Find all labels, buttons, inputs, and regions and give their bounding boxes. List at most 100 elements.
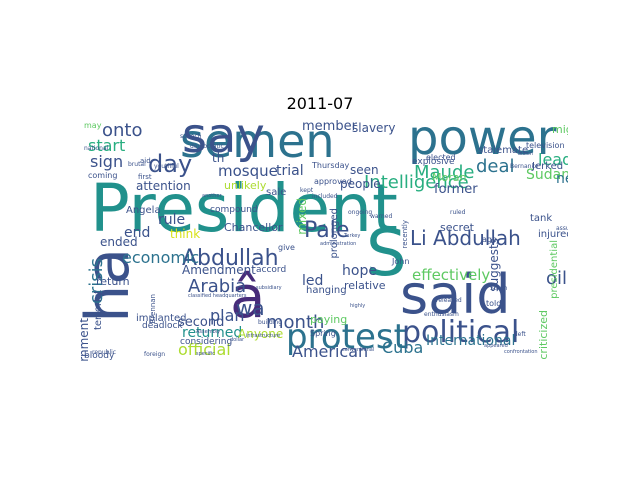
cloud-word: suggests — [487, 238, 501, 292]
cloud-word: Cuba — [382, 338, 424, 357]
cloud-word: appeared — [484, 343, 508, 349]
cloud-word: mosque — [218, 162, 278, 180]
cloud-word: youthful — [154, 163, 179, 170]
cloud-word: new — [556, 171, 568, 187]
cloud-word: Amendment — [182, 263, 256, 277]
cloud-word: Assembly — [196, 329, 221, 335]
cloud-word: prolonged — [329, 208, 340, 259]
cloud-word: approved — [314, 177, 352, 186]
cloud-word: Abdullah — [182, 246, 279, 271]
cloud-word: Maude — [414, 162, 475, 183]
cloud-word: deadlock — [142, 321, 183, 331]
cloud-word: Bernanke — [510, 163, 539, 170]
chart-title: 2011-07 — [286, 94, 354, 113]
cloud-word: classified headquarters — [188, 293, 247, 299]
cloud-word: foreign — [144, 351, 166, 358]
cloud-word: political — [402, 315, 520, 350]
cloud-word: economic — [122, 248, 200, 267]
cloud-word: coming — [88, 171, 118, 180]
cloud-word: returned — [182, 325, 243, 341]
cloud-word: oil — [546, 268, 568, 289]
cloud-word: criticized — [537, 310, 550, 360]
cloud-word: Jerked — [532, 161, 564, 172]
cloud-word: administration — [320, 241, 357, 247]
cloud-word: official — [178, 340, 231, 359]
cloud-word: recently — [401, 220, 409, 249]
cloud-word: start — [88, 136, 126, 155]
cloud-word: aid — [140, 157, 151, 165]
cloud-word: presidential — [549, 240, 560, 299]
cloud-word: brutal — [128, 161, 146, 168]
cloud-word: onto — [102, 120, 143, 141]
cloud-word: month — [266, 312, 325, 333]
cloud-word: accord — [256, 265, 287, 275]
cloud-word: led — [302, 273, 324, 289]
cloud-word: ongoing — [348, 209, 373, 216]
cloud-word: secret — [440, 221, 474, 234]
cloud-word: trial — [276, 163, 304, 179]
cloud-word: mixed — [295, 198, 309, 235]
cloud-word: effectively — [412, 266, 491, 284]
cloud-word: think — [170, 227, 201, 241]
cloud-word: hope — [342, 263, 377, 279]
cloud-word: ago — [482, 235, 497, 244]
cloud-word: assured — [556, 225, 568, 232]
cloud-word: â — [230, 263, 266, 331]
cloud-word: compound — [210, 205, 258, 215]
cloud-word: people — [340, 177, 381, 191]
cloud-word: Arabia — [188, 276, 247, 297]
cloud-word: day — [148, 150, 193, 178]
cloud-word: ended — [100, 235, 138, 249]
cloud-word: say — [182, 118, 265, 164]
cloud-word: building — [258, 319, 283, 326]
cloud-word: national — [84, 145, 109, 152]
cloud-word: slavery — [352, 121, 396, 135]
cloud-word: another — [202, 193, 222, 199]
cloud-word: President — [90, 170, 398, 247]
cloud-word: released — [436, 297, 462, 304]
cloud-word: give — [278, 243, 295, 252]
cloud-word: Brennan — [149, 294, 157, 324]
cloud-word: left — [516, 331, 526, 338]
cloud-word: elected — [426, 153, 456, 162]
cloud-word: rule — [158, 212, 186, 228]
cloud-word: included — [312, 193, 338, 200]
cloud-word: injured — [538, 229, 568, 240]
cloud-word: return — [96, 275, 130, 288]
cloud-word: attention — [136, 179, 191, 193]
cloud-word: Pale — [304, 218, 350, 243]
cloud-word: Anyone — [238, 327, 284, 341]
cloud-word: Angela — [126, 205, 161, 216]
cloud-word: speech — [180, 133, 202, 140]
cloud-word: wa — [236, 296, 265, 320]
cloud-word: infrastructure — [246, 333, 281, 339]
cloud-word: member — [302, 119, 357, 134]
cloud-word: conventional — [342, 347, 375, 353]
cloud-word: ruled — [450, 209, 466, 216]
cloud-word: considering — [180, 337, 233, 347]
cloud-word: Intelligence — [364, 172, 469, 193]
cloud-word: explosive — [412, 157, 455, 167]
cloud-word: Chancellor — [224, 221, 283, 234]
cloud-word: told — [486, 299, 502, 308]
cloud-word: second — [178, 315, 225, 330]
cloud-word: Moran — [432, 171, 467, 184]
cloud-word: implanted — [136, 313, 187, 324]
cloud-word: might — [552, 123, 568, 136]
cloud-word: republic — [92, 349, 117, 356]
cloud-word: confrontation — [504, 349, 538, 355]
cloud-word: billion — [518, 151, 533, 157]
cloud-word: highly — [350, 303, 366, 309]
cloud-word: John — [392, 257, 410, 266]
cloud-word: Thursday — [312, 161, 350, 170]
cloud-word: American — [292, 342, 369, 361]
cloud-word: dollar — [230, 337, 245, 343]
cloud-word: seen — [350, 163, 379, 177]
cloud-word: protest — [286, 317, 407, 357]
cloud-word: said — [400, 263, 511, 326]
cloud-word: power — [408, 118, 557, 166]
cloud-word: bloody — [84, 351, 115, 361]
cloud-word: subsidiary — [256, 285, 282, 291]
